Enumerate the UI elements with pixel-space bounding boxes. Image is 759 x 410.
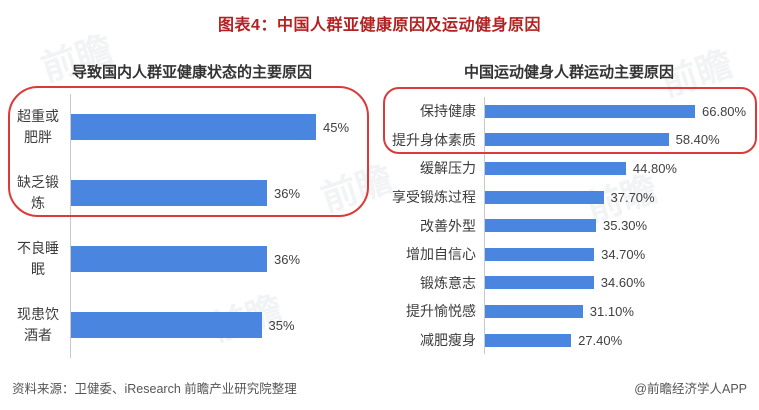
bar [485, 333, 572, 347]
bar [71, 180, 267, 206]
bar-track: 58.40% [484, 125, 758, 155]
category-label: 改善外型 [420, 217, 476, 234]
value-label: 35.30% [603, 218, 648, 234]
bar-row: 保持健康 66.80% [380, 97, 758, 126]
category-label: 保持健康 [420, 103, 476, 120]
value-label: 35% [268, 317, 295, 333]
bar-track: 35.30% [484, 211, 758, 240]
bar [485, 304, 583, 318]
category-label: 缓解压力 [420, 160, 476, 177]
bar [485, 190, 604, 204]
bar-row: 锻炼意志 34.60% [380, 268, 758, 298]
bar [71, 114, 316, 140]
chart-subhealth-reasons: 导致国内人群亚健康状态的主要原因 超重或肥胖 45% 缺乏锻炼 36% 不良睡眠 36% 现… [6, 55, 378, 358]
value-label: 27.40% [578, 332, 623, 348]
bar [485, 133, 669, 147]
category-label: 享受锻炼过程 [392, 189, 476, 206]
category-label: 超重或肥胖 [17, 108, 59, 145]
bar-track: 31.10% [484, 297, 758, 326]
bar-track: 34.70% [484, 239, 758, 269]
bar-row: 缺乏锻炼 36% [6, 160, 378, 226]
bar-track: 35% [70, 292, 378, 358]
value-label: 36% [274, 185, 301, 201]
bar-row: 享受锻炼过程 37.70% [380, 182, 758, 212]
category-label: 缺乏锻炼 [17, 174, 59, 211]
chart-fitness-reasons: 中国运动健身人群运动主要原因 保持健康 66.80% 提升身体素质 58.40% 缓解压… [380, 55, 758, 355]
bar-row: 减肥瘦身 27.40% [380, 325, 758, 355]
bar [485, 276, 594, 290]
bar [485, 104, 695, 118]
footer: 资料来源：卫健委、iResearch 前瞻产业研究院整理 @前瞻经济学人APP [0, 378, 759, 397]
value-label: 45% [323, 119, 350, 135]
value-label: 66.80% [702, 103, 747, 119]
value-label: 37.70% [610, 189, 655, 205]
bar-track: 44.80% [484, 154, 758, 183]
bar-track: 34.60% [484, 268, 758, 298]
bar-row: 提升身体素质 58.40% [380, 125, 758, 155]
category-label: 锻炼意志 [420, 274, 476, 291]
bar-row: 缓解压力 44.80% [380, 154, 758, 183]
value-label: 44.80% [632, 160, 677, 176]
value-label: 58.40% [675, 132, 720, 148]
bar [485, 219, 596, 233]
bar-row: 超重或肥胖 45% [6, 94, 378, 160]
bar-row: 提升愉悦感 31.10% [380, 297, 758, 326]
category-label: 现患饮酒者 [17, 306, 59, 343]
chart-title: 导致国内人群亚健康状态的主要原因 [71, 64, 312, 81]
bar-row: 改善外型 35.30% [380, 211, 758, 240]
bar [71, 312, 262, 338]
bar [485, 161, 626, 175]
value-label: 34.70% [601, 246, 646, 262]
bar [71, 246, 267, 272]
bar-track: 66.80% [484, 97, 758, 126]
chart-body: 超重或肥胖 45% 缺乏锻炼 36% 不良睡眠 36% 现患饮酒者 35% [6, 94, 378, 358]
bar-track: 37.70% [484, 182, 758, 212]
category-label: 减肥瘦身 [420, 332, 476, 349]
chart-body: 保持健康 66.80% 提升身体素质 58.40% 缓解压力 44.80% 享受锻炼过程 37… [380, 97, 758, 355]
category-label: 提升愉悦感 [406, 303, 476, 320]
category-label: 提升身体素质 [392, 131, 476, 148]
value-label: 34.60% [600, 275, 645, 291]
bar [485, 247, 595, 261]
bar-track: 27.40% [484, 325, 758, 355]
category-label: 不良睡眠 [17, 240, 59, 277]
brand-credit: @前瞻经济学人APP [634, 382, 747, 396]
bar-track: 36% [70, 160, 378, 226]
bar-row: 不良睡眠 36% [6, 226, 378, 292]
source-note: 资料来源：卫健委、iResearch 前瞻产业研究院整理 [12, 382, 297, 396]
value-label: 36% [274, 251, 301, 267]
bar-track: 45% [70, 94, 378, 160]
bar-track: 36% [70, 226, 378, 292]
page-title: 图表4：中国人群亚健康原因及运动健身原因 [218, 17, 541, 34]
bar-row: 增加自信心 34.70% [380, 239, 758, 269]
category-label: 增加自信心 [406, 246, 476, 263]
chart-title: 中国运动健身人群运动主要原因 [463, 64, 674, 81]
value-label: 31.10% [589, 303, 634, 319]
bar-row: 现患饮酒者 35% [6, 292, 378, 358]
